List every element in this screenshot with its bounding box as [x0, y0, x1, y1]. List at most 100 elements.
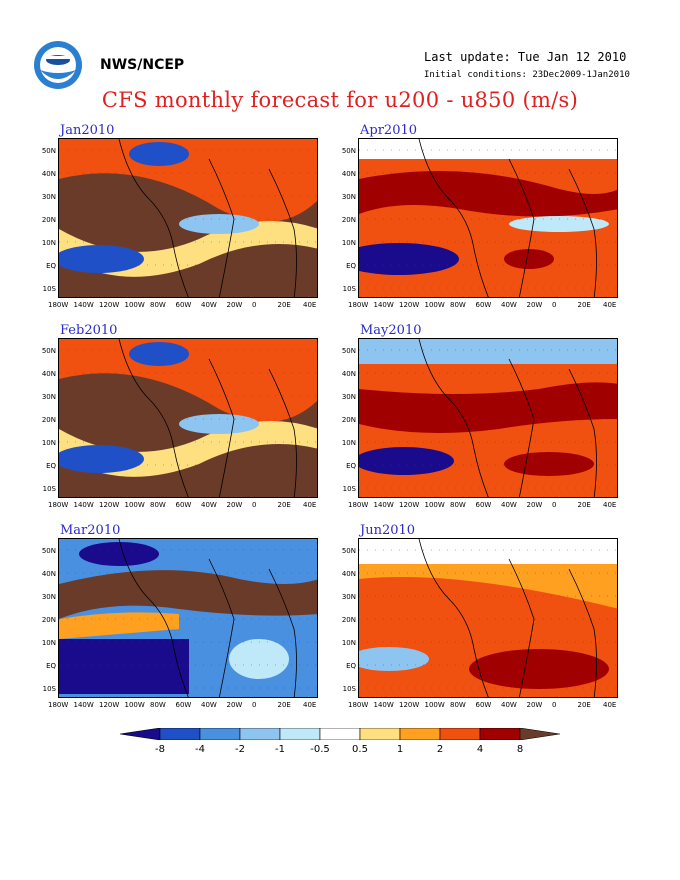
lat-label: 20N	[41, 416, 56, 424]
lat-label: EQ	[346, 462, 356, 470]
colorbar-swatch	[439, 728, 481, 740]
panel-title: Apr2010	[360, 123, 418, 138]
colorbar-swatch	[199, 728, 241, 740]
lat-label: 20N	[341, 216, 356, 224]
lon-label: 40E	[303, 301, 317, 309]
colorbar-label: -2	[235, 744, 245, 755]
lon-label: 0	[552, 501, 557, 509]
lon-label: 40E	[603, 301, 617, 309]
colorbar-swatch	[359, 728, 401, 740]
lat-label: 30N	[341, 193, 356, 201]
lon-label: 100W	[424, 501, 445, 509]
lon-label: 120W	[399, 301, 420, 309]
org-label: NWS/NCEP	[100, 57, 185, 73]
lat-label: 50N	[41, 547, 56, 555]
lat-label: 10S	[42, 685, 56, 693]
colorbar-swatch	[319, 728, 361, 740]
lon-label: 180W	[48, 301, 69, 309]
lon-label: 40W	[501, 501, 517, 509]
lon-label: 180W	[48, 701, 69, 709]
noaa-logo-icon	[34, 41, 82, 89]
panel-title: Mar2010	[60, 523, 121, 538]
lat-label: 20N	[341, 416, 356, 424]
lat-label: 50N	[341, 147, 356, 155]
lon-label: 60W	[475, 301, 492, 309]
lon-label: 0	[552, 301, 557, 309]
lon-label: 100W	[124, 301, 145, 309]
panel-title: Jun2010	[360, 523, 416, 538]
lat-label: 10S	[342, 685, 356, 693]
lon-label: 40W	[501, 301, 517, 309]
lon-label: 180W	[48, 501, 69, 509]
lon-label: 40E	[303, 501, 317, 509]
lon-label: 120W	[399, 501, 420, 509]
lat-label: 10S	[42, 485, 56, 493]
lat-label: 30N	[41, 393, 56, 401]
lat-label: EQ	[346, 662, 356, 670]
lat-label: 20N	[341, 616, 356, 624]
panel-title: May2010	[360, 323, 422, 338]
lon-label: 0	[252, 701, 257, 709]
lon-label: 180W	[348, 301, 369, 309]
lat-label: 50N	[341, 547, 356, 555]
lon-label: 20E	[577, 501, 591, 509]
lat-label: 40N	[41, 170, 56, 178]
lon-label: 100W	[124, 501, 145, 509]
lon-label: 120W	[399, 701, 420, 709]
lon-label: 40E	[603, 701, 617, 709]
lon-label: 20W	[526, 501, 543, 509]
lon-label: 60W	[175, 501, 192, 509]
lon-label: 60W	[475, 501, 492, 509]
colorbar-label: 4	[476, 744, 484, 755]
colorbar-swatch	[239, 728, 281, 740]
lon-label: 120W	[99, 301, 120, 309]
page-title: CFS monthly forecast for u200 - u850 (m/…	[101, 88, 579, 112]
lon-label: 80W	[150, 301, 166, 309]
lon-label: 20W	[526, 301, 543, 309]
lon-label: 40W	[201, 701, 217, 709]
lon-label: 140W	[73, 501, 94, 509]
colorbar-label: -1	[275, 744, 285, 755]
lon-label: 60W	[175, 701, 192, 709]
lat-label: 40N	[41, 370, 56, 378]
lon-label: 180W	[348, 701, 369, 709]
lon-label: 60W	[175, 301, 192, 309]
lat-label: 10N	[341, 639, 356, 647]
last-update-text: Last update: Tue Jan 12 2010	[424, 50, 627, 64]
lon-label: 20W	[226, 701, 243, 709]
lon-label: 120W	[99, 501, 120, 509]
lon-label: 80W	[450, 501, 466, 509]
forecast-map-panel	[358, 538, 618, 698]
lat-label: 10N	[341, 239, 356, 247]
colorbar-label: -8	[155, 744, 165, 755]
lon-label: 100W	[124, 701, 145, 709]
lat-label: 30N	[41, 593, 56, 601]
lat-label: 10N	[41, 639, 56, 647]
lat-label: 40N	[341, 170, 356, 178]
initial-conditions-text: Initial conditions: 23Dec2009-1Jan2010	[424, 70, 630, 80]
forecast-map-panel	[358, 138, 618, 298]
lat-label: EQ	[46, 662, 56, 670]
lat-label: 30N	[341, 593, 356, 601]
lat-label: 10S	[342, 285, 356, 293]
colorbar-swatch	[120, 728, 161, 740]
lat-label: 10N	[41, 439, 56, 447]
colorbar-swatch	[519, 728, 560, 740]
lon-label: 140W	[373, 301, 394, 309]
lon-label: 60W	[475, 701, 492, 709]
panel-title: Feb2010	[60, 323, 118, 338]
lon-label: 20E	[577, 301, 591, 309]
forecast-map-panel	[358, 338, 618, 498]
lon-label: 20W	[226, 301, 243, 309]
colorbar-label: 2	[436, 744, 444, 755]
lon-label: 40W	[501, 701, 517, 709]
lon-label: 140W	[373, 701, 394, 709]
lat-label: 20N	[41, 216, 56, 224]
lat-label: EQ	[46, 462, 56, 470]
lat-label: 40N	[41, 570, 56, 578]
colorbar-swatch	[399, 728, 441, 740]
colorbar-label: 1	[396, 744, 404, 755]
lon-label: 40W	[201, 301, 217, 309]
lon-label: 100W	[424, 301, 445, 309]
lon-label: 20E	[277, 701, 291, 709]
